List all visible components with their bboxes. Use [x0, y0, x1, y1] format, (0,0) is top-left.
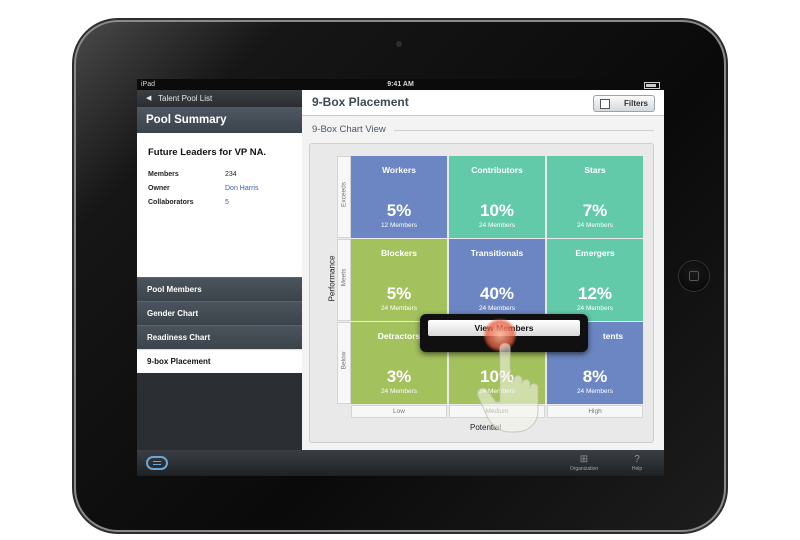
performance-axis-label: Performance — [327, 255, 337, 302]
ipad-screen: iPad 9:41 AM ◀ Talent Pool List Pool Sum… — [137, 79, 664, 476]
status-bar: iPad 9:41 AM — [137, 79, 664, 90]
right-pane: 9-Box Placement Filters 9-Box Chart View… — [302, 90, 664, 450]
carrier-label: iPad — [141, 81, 156, 88]
cell-percent: 5% — [386, 284, 412, 303]
bottom-toolbar: ⊞ Organization ? Help — [137, 450, 664, 476]
potential-axis-label: Potential — [470, 423, 502, 432]
cell-members: 24 Members — [478, 305, 516, 312]
cell-members: 24 Members — [576, 388, 614, 395]
organization-icon: ⊞ — [579, 454, 589, 465]
left-pane: ◀ Talent Pool List Pool Summary Future L… — [137, 90, 302, 450]
filters-button[interactable]: Filters — [593, 95, 655, 112]
row-band-meets: Meets — [337, 239, 351, 321]
nav-readiness-chart[interactable]: Readiness Chart — [137, 325, 302, 349]
filter-icon — [600, 99, 610, 109]
back-button-label: Talent Pool List — [158, 94, 213, 103]
cell-percent: 10% — [479, 201, 515, 220]
cell-name: Stars — [584, 165, 606, 175]
home-button[interactable] — [679, 261, 709, 291]
right-pane-header: 9-Box Placement Filters — [302, 90, 664, 116]
status-time: 9:41 AM — [387, 81, 414, 88]
battery-icon — [644, 82, 660, 89]
nav-9box-placement[interactable]: 9-box Placement — [137, 349, 302, 373]
divider — [394, 130, 654, 131]
cell-members: 24 Members — [380, 305, 418, 312]
toolbar-organization-label: Organization — [569, 466, 599, 472]
cell-percent: 12% — [577, 284, 613, 303]
cell-name: Workers — [382, 165, 416, 175]
pool-summary-title: Pool Summary — [137, 107, 302, 133]
cell-emergers[interactable]: Emergers 12% 24 Members — [547, 239, 643, 321]
cell-percent: 8% — [582, 367, 608, 386]
cell-workers[interactable]: Workers 5% 12 Members — [351, 156, 447, 238]
owner-link[interactable]: Don Harris — [225, 185, 259, 192]
pool-name: Future Leaders for VP NA. — [148, 147, 267, 158]
column-label-high: High — [547, 405, 643, 418]
column-label-low: Low — [351, 405, 447, 418]
cell-name: tents — [602, 331, 624, 341]
help-icon: ? — [634, 454, 640, 465]
meta-key: Owner — [148, 185, 170, 192]
toolbar-organization[interactable]: ⊞ Organization — [564, 454, 604, 472]
cell-contributors[interactable]: Contributors 10% 24 Members — [449, 156, 545, 238]
cell-members: 24 Members — [478, 388, 516, 395]
collaborators-link[interactable]: 5 — [225, 199, 229, 206]
nav-gender-chart[interactable]: Gender Chart — [137, 301, 302, 325]
cell-members: 24 Members — [576, 222, 614, 229]
app-menu-icon[interactable] — [146, 456, 168, 470]
cell-transitionals[interactable]: Transitionals 40% 24 Members — [449, 239, 545, 321]
cell-members: 24 Members — [576, 305, 614, 312]
row-label: Below — [340, 351, 348, 370]
back-arrow-icon: ◀ — [146, 95, 152, 102]
cell-percent: 3% — [386, 367, 412, 386]
cell-name: Transitionals — [470, 248, 524, 258]
cell-name: Detractors — [377, 331, 421, 341]
cell-percent: 7% — [582, 201, 608, 220]
cell-name: Contributors — [471, 165, 523, 175]
cell-stars[interactable]: Stars 7% 24 Members — [547, 156, 643, 238]
cell-blockers[interactable]: Blockers 5% 24 Members — [351, 239, 447, 321]
toolbar-help-label: Help — [631, 466, 643, 472]
pool-summary-card: Future Leaders for VP NA. Members 234 Ow… — [137, 133, 302, 280]
cell-members: 12 Members — [380, 222, 418, 229]
row-label: Meets — [340, 268, 348, 287]
hand-pointer-icon — [477, 343, 539, 433]
meta-value: 234 — [225, 171, 237, 178]
cell-name: Blockers — [381, 248, 417, 258]
meta-key: Members — [148, 171, 179, 178]
cell-percent: 40% — [479, 284, 515, 303]
camera-icon — [396, 41, 402, 47]
nine-box-chart: Performance Exceeds Meets Below Workers … — [309, 143, 654, 443]
chart-view-title: 9-Box Chart View — [312, 124, 386, 135]
meta-key: Collaborators — [148, 199, 194, 206]
toolbar-help[interactable]: ? Help — [617, 454, 657, 472]
nav-pool-members[interactable]: Pool Members — [137, 277, 302, 301]
cell-percent: 5% — [386, 201, 412, 220]
cell-name: Emergers — [575, 248, 615, 258]
row-band-below: Below — [337, 322, 351, 404]
cell-members: 24 Members — [478, 222, 516, 229]
page-title: 9-Box Placement — [312, 95, 409, 109]
cell-members: 24 Members — [380, 388, 418, 395]
row-label: Exceeds — [340, 182, 348, 207]
filters-label: Filters — [624, 99, 649, 108]
back-button[interactable]: ◀ Talent Pool List — [137, 90, 302, 107]
row-band-exceeds: Exceeds — [337, 156, 351, 238]
